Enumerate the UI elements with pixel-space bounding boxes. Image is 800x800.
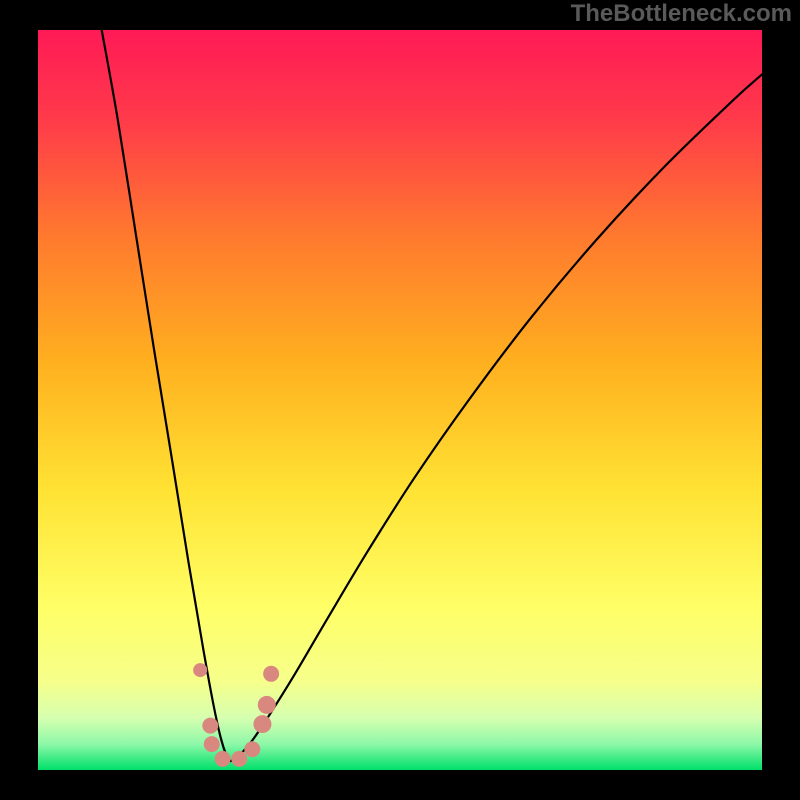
bottleneck-curve-chart — [0, 0, 800, 800]
plot-background — [38, 30, 762, 770]
data-marker — [215, 751, 231, 767]
chart-container: TheBottleneck.com — [0, 0, 800, 800]
data-marker — [244, 741, 260, 757]
data-marker — [258, 696, 276, 714]
watermark-text: TheBottleneck.com — [571, 0, 792, 28]
data-marker — [204, 736, 220, 752]
data-marker — [263, 666, 279, 682]
data-marker — [231, 751, 247, 767]
data-marker — [202, 718, 218, 734]
data-marker — [193, 663, 207, 677]
data-marker — [253, 715, 271, 733]
